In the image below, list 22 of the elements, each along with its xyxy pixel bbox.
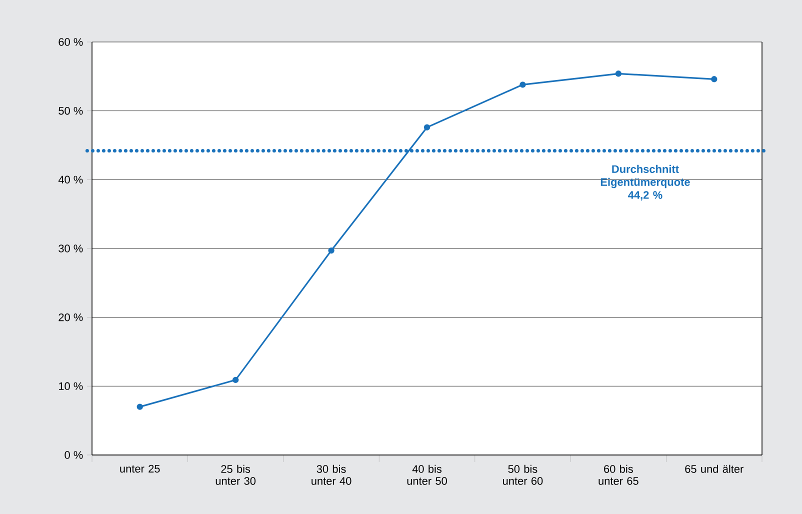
point [232, 376, 239, 384]
x-tick-label: 60 bis unter 65 [598, 464, 638, 485]
x-tick-label: 50 bis unter 60 [503, 464, 543, 485]
y-tick-label: 40 % [58, 176, 83, 184]
point [328, 247, 334, 254]
y-tick-label: 60 % [58, 38, 83, 46]
point [615, 70, 622, 77]
point [520, 82, 526, 88]
y-tick-label: 50 % [58, 106, 83, 115]
y-tick-label: 0 % [64, 451, 83, 459]
y-tick-label: 10 % [59, 382, 83, 390]
x-tick-label: 65 und älter [685, 464, 744, 473]
point [424, 124, 430, 130]
point [136, 404, 143, 410]
x-tick-label: 30 bis unter 40 [312, 464, 352, 485]
y-tick-label: 30 % [58, 244, 83, 252]
point [711, 76, 718, 82]
x-tick-label: 25 bis unter 30 [216, 464, 256, 485]
x-tick-label: unter 25 [120, 464, 160, 473]
y-tick-label: 20 % [58, 313, 83, 322]
ref-line-label: Durchschnitt Eigentümerquote 44,2 % [600, 164, 690, 200]
x-tick-label: 40 bis unter 50 [407, 464, 447, 485]
